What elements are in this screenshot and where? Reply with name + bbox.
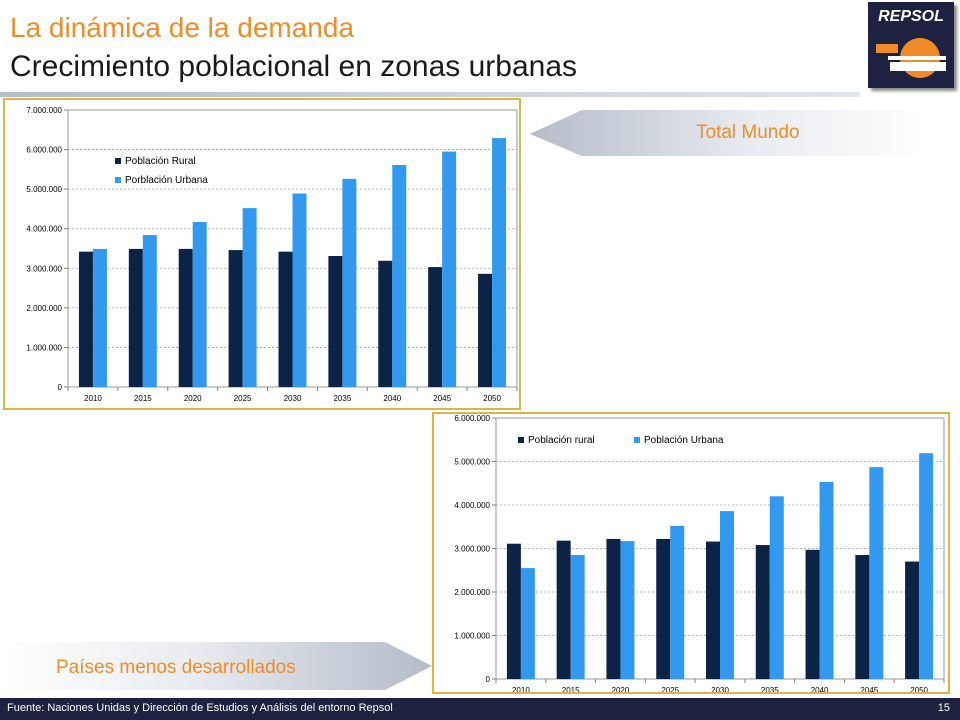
chart1-bar-urban-2030: [292, 193, 307, 387]
chart1-y-tick-label: 4.000.000: [26, 225, 62, 234]
page-subtitle: Crecimiento poblacional en zonas urbanas: [10, 50, 578, 83]
chart2-x-tick-label: 2020: [612, 686, 630, 692]
chart2-bar-urban-2045: [869, 467, 884, 679]
chart1-x-tick-label: 2040: [383, 394, 401, 403]
chart2-y-tick-label: 4.000.000: [454, 501, 490, 510]
chart2-bar-rural-2010: [506, 543, 521, 679]
chart2-bar-rural-2040: [805, 549, 820, 679]
chart2-bar-urban-2040: [819, 481, 834, 679]
footer-source: Fuente: Naciones Unidas y Dirección de E…: [7, 702, 393, 714]
chart1-bar-rural-2050: [478, 273, 493, 387]
chart1-bar-urban-2050: [492, 138, 507, 387]
chart1-x-tick-label: 2025: [234, 394, 252, 403]
chart1-y-tick-label: 0: [58, 383, 63, 392]
repsol-logo: REPSOL: [868, 2, 954, 88]
chart1-y-tick-label: 2.000.000: [26, 304, 62, 313]
chart2-y-tick-label: 3.000.000: [454, 545, 490, 554]
chart2-x-tick-label: 2050: [910, 686, 928, 692]
chart2-y-tick-label: 0: [486, 675, 491, 684]
chart1-legend-swatch-urban: [115, 177, 121, 183]
chart1-bar-urban-2045: [442, 151, 457, 387]
chart1-legend-label-urban: Porblación Urbana: [125, 175, 208, 186]
page-title: La dinámica de la demanda: [10, 12, 355, 43]
chart1-legend-label-rural: Población Rural: [125, 156, 196, 167]
chart2-bar-rural-2050: [905, 561, 920, 679]
chart-paises-menos-desarrollados: 0 1.000.000 2.000.000 3.000.000 4.000.000 5.0…: [432, 412, 950, 695]
footer-bar: Fuente: Naciones Unidas y Dirección de E…: [0, 698, 960, 720]
page-number: 15: [937, 702, 950, 714]
chart1-y-tick-label: 1.000.000: [26, 343, 62, 352]
chart2-x-tick-label: 2030: [711, 686, 729, 692]
chart2-bar-urban-2030: [720, 511, 734, 679]
chart2-bar-urban-2035: [769, 496, 784, 679]
chart2-legend-swatch-rural: [518, 437, 524, 443]
chart2-bar-rural-2015: [556, 540, 571, 679]
chart2-bar-urban-2020: [620, 541, 635, 679]
chart1-legend-swatch-rural: [115, 158, 121, 164]
chart2-y-tick-label: 5.000.000: [454, 458, 490, 467]
chart2-y-tick-label: 6.000.000: [454, 414, 490, 423]
chart1-x-tick-label: 2010: [84, 394, 102, 403]
chart1-bar-urban-2040: [392, 165, 407, 387]
chart2-bar-rural-2025: [656, 538, 671, 679]
chart1-y-tick-label: 7.000.000: [26, 106, 62, 115]
title-divider: [0, 92, 860, 97]
chart2-x-tick-label: 2040: [811, 686, 829, 692]
chart2-y-tick-label: 2.000.000: [454, 588, 490, 597]
banner-paises-menos-desarrollados-label: Países menos desarrollados: [56, 657, 296, 678]
chart-total-mundo-svg: 0 1.000.000 2.000.000 3.000.000 4.000.000 5.0…: [26, 106, 518, 403]
chart2-x-tick-label: 2015: [562, 686, 580, 692]
chart-paises-menos-desarrollados-svg: 0 1.000.000 2.000.000 3.000.000 4.000.000 5.0…: [454, 414, 945, 695]
banner-total-mundo-label: Total Mundo: [696, 122, 800, 143]
chart1-x-tick-label: 2015: [134, 394, 152, 403]
logo-flame-icon: [876, 38, 946, 78]
chart2-bar-urban-2010: [520, 568, 535, 679]
chart1-bar-urban-2025: [242, 208, 257, 387]
chart1-y-tick-label: 5.000.000: [26, 185, 62, 194]
chart2-bar-rural-2045: [855, 555, 870, 679]
chart2-x-tick-label: 2035: [761, 686, 779, 692]
chart2-x-tick-label: 2010: [512, 686, 530, 692]
chart2-legend-label-rural: Población rural: [528, 435, 595, 446]
chart1-bar-rural-2030: [278, 251, 293, 387]
chart1-x-tick-label: 2035: [333, 394, 351, 403]
banner-total-mundo: [530, 110, 930, 156]
chart2-bar-urban-2015: [570, 555, 585, 679]
chart2-bar-urban-2050: [919, 453, 934, 679]
banner-paises-menos-desarrollados: [0, 642, 432, 690]
chart1-bar-rural-2010: [78, 251, 93, 387]
chart1-bar-rural-2035: [328, 256, 343, 387]
chart1-bar-urban-2035: [342, 178, 357, 387]
chart2-bar-urban-2025: [670, 525, 685, 679]
chart2-x-tick-label: 2045: [860, 686, 878, 692]
chart1-x-tick-label: 2050: [483, 394, 501, 403]
logo-text: REPSOL: [878, 8, 944, 25]
chart1-x-tick-label: 2020: [184, 394, 202, 403]
chart1-y-tick-label: 6.000.000: [26, 146, 62, 155]
chart1-bar-urban-2010: [92, 248, 107, 387]
chart1-bar-rural-2020: [178, 248, 193, 387]
chart1-bar-urban-2020: [192, 221, 207, 387]
chart2-legend-label-urban: Población Urbana: [644, 435, 724, 446]
chart2-x-tick-label: 2025: [661, 686, 679, 692]
chart1-x-tick-label: 2045: [433, 394, 451, 403]
chart2-legend-swatch-urban: [634, 437, 640, 443]
chart2-bar-rural-2020: [606, 538, 621, 679]
chart2-bar-rural-2035: [755, 545, 770, 679]
chart2-bar-rural-2030: [706, 541, 720, 679]
chart-total-mundo: 0 1.000.000 2.000.000 3.000.000 4.000.000 5.0…: [3, 98, 521, 410]
chart1-bar-rural-2045: [428, 267, 443, 387]
chart1-bar-rural-2040: [378, 260, 393, 387]
chart1-bar-rural-2025: [228, 250, 243, 387]
chart1-y-tick-label: 3.000.000: [26, 264, 62, 273]
chart1-x-tick-label: 2030: [284, 394, 302, 403]
chart1-bar-urban-2015: [142, 235, 157, 387]
chart2-y-tick-label: 1.000.000: [454, 632, 490, 641]
chart1-bar-rural-2015: [128, 248, 143, 387]
